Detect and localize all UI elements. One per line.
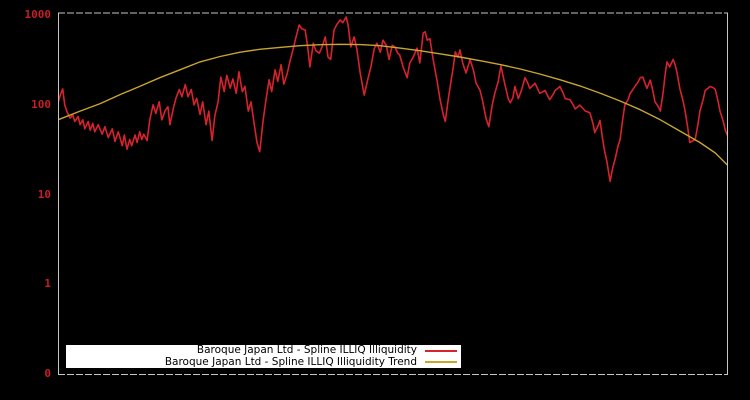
y-axis-tick-1: 1 — [44, 277, 51, 291]
y-axis-tick-1000: 1000 — [24, 8, 52, 21]
y-axis-tick-10: 10 — [37, 187, 51, 201]
series-line-1 — [58, 43, 728, 167]
legend-line-sample-illiquidity — [425, 349, 457, 352]
legend-label-illiquidity: Baroque Japan Ltd - Spline ILLIQ Illiqui… — [196, 344, 417, 357]
y-axis-tick-0: 0 — [44, 367, 51, 380]
series-line-0 — [58, 16, 728, 183]
legend-item-illiquidity: Baroque Japan Ltd - Spline ILLIQ Illiqui… — [66, 345, 461, 357]
series-layer — [58, 16, 728, 183]
legend-label-trend: Baroque Japan Ltd - Spline ILLIQ Illiqui… — [164, 355, 417, 368]
legend-line-sample-trend — [425, 361, 457, 364]
y-axis-tick-100: 100 — [31, 97, 51, 111]
legend-item-trend: Baroque Japan Ltd - Spline ILLIQ Illiqui… — [66, 355, 461, 369]
legend: Baroque Japan Ltd - Spline ILLIQ Illiqui… — [66, 345, 461, 368]
